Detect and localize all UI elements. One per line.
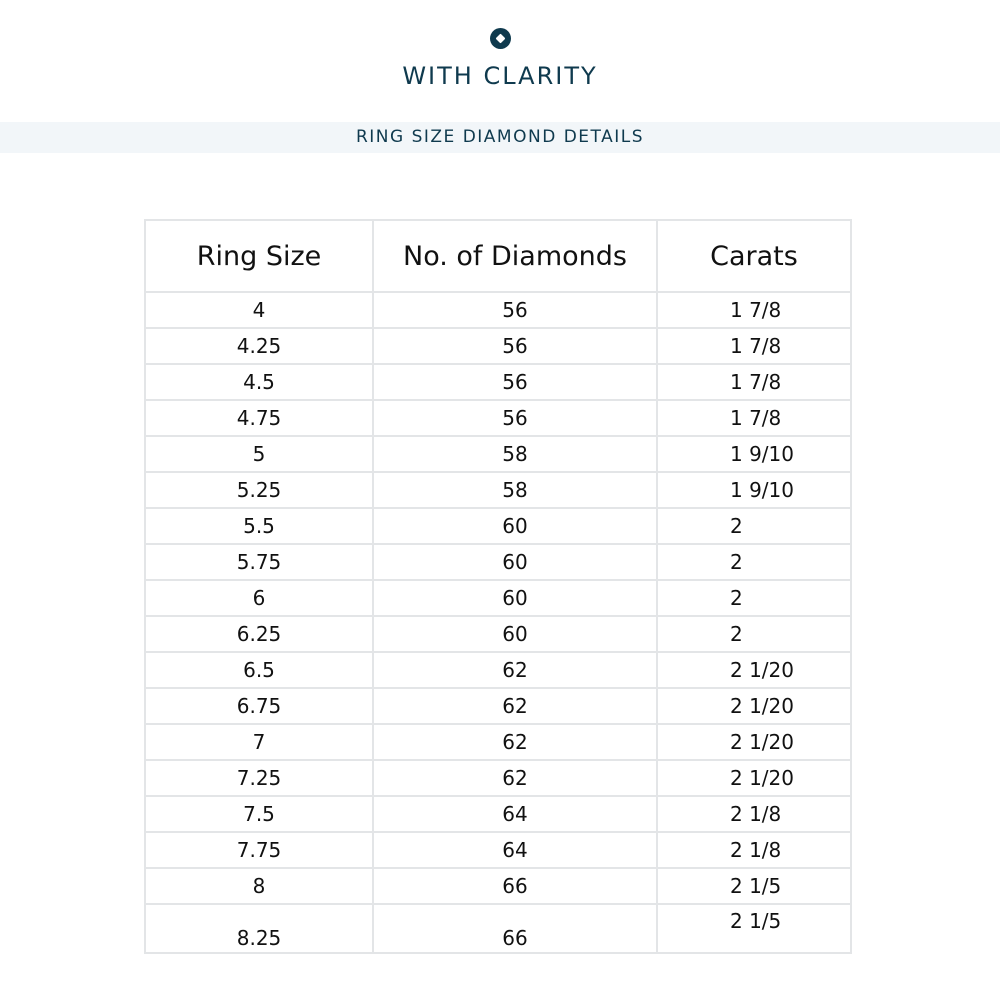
header-diamonds: No. of Diamonds [372, 219, 658, 293]
ring-size-cell: 7 [144, 723, 374, 761]
diamonds-cell: 62 [372, 687, 658, 725]
carats-cell: 2 1/8 [656, 795, 852, 833]
diamonds-cell: 62 [372, 651, 658, 689]
carats-cell: 1 7/8 [656, 291, 852, 329]
ring-size-cell: 6 [144, 579, 374, 617]
table-row: 7.5 64 2 1/8 [144, 795, 852, 833]
table-row: 4.25 56 1 7/8 [144, 327, 852, 365]
table-row: 7.25 62 2 1/20 [144, 759, 852, 797]
carats-cell: 2 1/5 [656, 903, 852, 954]
diamonds-cell: 60 [372, 507, 658, 545]
ring-size-cell: 4.25 [144, 327, 374, 365]
carats-cell: 1 7/8 [656, 399, 852, 437]
diamonds-cell: 60 [372, 615, 658, 653]
table-row: 6.75 62 2 1/20 [144, 687, 852, 725]
carats-cell: 1 9/10 [656, 435, 852, 473]
carats-cell: 2 1/8 [656, 831, 852, 869]
diamonds-cell: 56 [372, 363, 658, 401]
ring-size-cell: 4 [144, 291, 374, 329]
table-row: 5 58 1 9/10 [144, 435, 852, 473]
subtitle-band: RING SIZE DIAMOND DETAILS [0, 122, 1000, 153]
ring-size-table: Ring Size No. of Diamonds Carats 4 56 1 7/… [144, 219, 852, 954]
diamonds-cell: 58 [372, 435, 658, 473]
table-row: 6.5 62 2 1/20 [144, 651, 852, 689]
table-row: 5.75 60 2 [144, 543, 852, 581]
table-row: 7 62 2 1/20 [144, 723, 852, 761]
table-row: 7.75 64 2 1/8 [144, 831, 852, 869]
brand-name: WITH CLARITY [402, 62, 598, 90]
diamonds-cell: 64 [372, 795, 658, 833]
table-row: 6.25 60 2 [144, 615, 852, 653]
carats-cell: 1 7/8 [656, 363, 852, 401]
ring-size-cell: 7.25 [144, 759, 374, 797]
ring-size-cell: 5.25 [144, 471, 374, 509]
table-row: 8.25 66 2 1/5 [144, 903, 852, 954]
ring-size-cell: 7.75 [144, 831, 374, 869]
ring-size-cell: 6.75 [144, 687, 374, 725]
diamonds-cell: 60 [372, 543, 658, 581]
diamonds-cell: 62 [372, 759, 658, 797]
table-header-row: Ring Size No. of Diamonds Carats [144, 219, 852, 293]
diamonds-cell: 64 [372, 831, 658, 869]
carats-cell: 2 1/20 [656, 651, 852, 689]
diamonds-cell: 56 [372, 291, 658, 329]
ring-size-cell: 8.25 [144, 903, 374, 954]
carats-cell: 1 9/10 [656, 471, 852, 509]
diamonds-cell: 60 [372, 579, 658, 617]
diamonds-cell: 56 [372, 327, 658, 365]
header-carats: Carats [656, 219, 852, 293]
ring-size-cell: 7.5 [144, 795, 374, 833]
table-row: 5.5 60 2 [144, 507, 852, 545]
carats-cell: 2 [656, 507, 852, 545]
table-row: 8 66 2 1/5 [144, 867, 852, 905]
ring-size-cell: 4.5 [144, 363, 374, 401]
table-row: 4 56 1 7/8 [144, 291, 852, 329]
ring-size-cell: 8 [144, 867, 374, 905]
ring-size-cell: 6.25 [144, 615, 374, 653]
ring-size-cell: 6.5 [144, 651, 374, 689]
ring-size-cell: 5 [144, 435, 374, 473]
diamonds-cell: 62 [372, 723, 658, 761]
page-title: RING SIZE DIAMOND DETAILS [355, 127, 644, 147]
diamonds-cell: 66 [372, 867, 658, 905]
carats-cell: 2 1/20 [656, 759, 852, 797]
table-row: 4.75 56 1 7/8 [144, 399, 852, 437]
carats-cell: 2 [656, 615, 852, 653]
carats-cell: 2 1/20 [656, 687, 852, 725]
diamonds-cell: 58 [372, 471, 658, 509]
ring-size-cell: 5.5 [144, 507, 374, 545]
carats-cell: 2 [656, 579, 852, 617]
diamonds-cell: 66 [372, 903, 658, 954]
table-row: 5.25 58 1 9/10 [144, 471, 852, 509]
carats-cell: 2 1/20 [656, 723, 852, 761]
carats-cell: 2 [656, 543, 852, 581]
diamonds-cell: 56 [372, 399, 658, 437]
diamond-circle-icon [490, 28, 511, 49]
table-row: 4.5 56 1 7/8 [144, 363, 852, 401]
ring-size-cell: 4.75 [144, 399, 374, 437]
ring-size-cell: 5.75 [144, 543, 374, 581]
carats-cell: 2 1/5 [656, 867, 852, 905]
carats-cell: 1 7/8 [656, 327, 852, 365]
table-row: 6 60 2 [144, 579, 852, 617]
header-ring-size: Ring Size [144, 219, 374, 293]
